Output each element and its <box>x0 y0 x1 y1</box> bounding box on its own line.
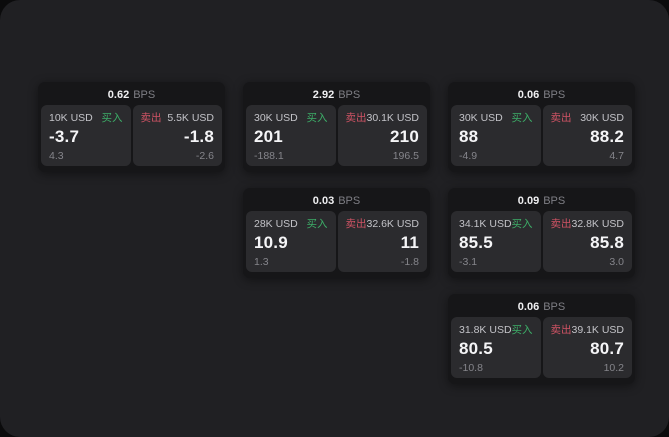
buy-quote-panel[interactable]: 30K USD 买入 201 -188.1 <box>246 105 336 166</box>
bps-unit-label: BPS <box>338 195 361 207</box>
bps-value: 0.03 <box>312 195 335 207</box>
sell-amount-label: 30K USD <box>580 112 624 124</box>
quote-card: 0.06 BPS 30K USD 买入 88 -4.9 卖出 30K USD 8… <box>448 82 635 172</box>
buy-amount-label: 30K USD <box>459 112 503 124</box>
buy-price-value: 10.9 <box>254 233 288 252</box>
sell-price-value: -1.8 <box>183 127 214 146</box>
quote-card: 0.62 BPS 10K USD 买入 -3.7 4.3 卖出 5.5K USD… <box>38 82 225 172</box>
quote-card: 0.03 BPS 28K USD 买入 10.9 1.3 卖出 32.6K US… <box>243 188 430 278</box>
buy-quote-panel[interactable]: 34.1K USD 买入 85.5 -3.1 <box>451 211 541 272</box>
buy-change-value: 4.3 <box>49 150 64 162</box>
card-header: 0.06 BPS <box>451 85 632 105</box>
sell-amount-label: 5.5K USD <box>167 112 214 124</box>
buy-change-value: -10.8 <box>459 362 483 374</box>
card-header: 2.92 BPS <box>246 85 427 105</box>
buy-price-value: 80.5 <box>459 339 493 358</box>
buy-price-value: 85.5 <box>459 233 493 252</box>
sell-change-value: -2.6 <box>195 150 214 162</box>
buy-tag: 买入 <box>306 112 328 124</box>
card-header: 0.06 BPS <box>451 297 632 317</box>
bps-value: 0.62 <box>107 89 130 101</box>
buy-price-value: 88 <box>459 127 479 146</box>
sell-change-value: 4.7 <box>609 150 624 162</box>
buy-price-value: 201 <box>254 127 283 146</box>
buy-amount-label: 34.1K USD <box>459 218 512 230</box>
bps-unit-label: BPS <box>543 195 566 207</box>
bps-value: 0.09 <box>517 195 540 207</box>
buy-amount-label: 10K USD <box>49 112 93 124</box>
buy-tag: 买入 <box>306 218 328 230</box>
sell-change-value: 10.2 <box>603 362 624 374</box>
sell-tag: 卖出 <box>345 112 367 124</box>
sell-tag: 卖出 <box>345 218 367 230</box>
sell-price-value: 210 <box>390 127 419 146</box>
buy-quote-panel[interactable]: 31.8K USD 买入 80.5 -10.8 <box>451 317 541 378</box>
sell-tag: 卖出 <box>140 112 162 124</box>
buy-change-value: 1.3 <box>254 256 269 268</box>
sell-quote-panel[interactable]: 卖出 30K USD 88.2 4.7 <box>542 105 632 166</box>
sell-tag: 卖出 <box>550 112 572 124</box>
sell-amount-label: 39.1K USD <box>571 324 625 336</box>
sell-quote-panel[interactable]: 卖出 32.6K USD 11 -1.8 <box>337 211 427 272</box>
bps-unit-label: BPS <box>133 89 156 101</box>
sell-amount-label: 32.8K USD <box>571 218 625 230</box>
buy-quote-panel[interactable]: 28K USD 买入 10.9 1.3 <box>246 211 336 272</box>
card-header: 0.62 BPS <box>41 85 222 105</box>
sell-change-value: 196.5 <box>392 150 419 162</box>
buy-amount-label: 30K USD <box>254 112 298 124</box>
buy-change-value: -188.1 <box>254 150 284 162</box>
sell-price-value: 11 <box>400 233 419 252</box>
buy-change-value: -4.9 <box>459 150 478 162</box>
buy-amount-label: 31.8K USD <box>459 324 512 336</box>
sell-price-value: 85.8 <box>590 233 624 252</box>
bps-unit-label: BPS <box>543 301 566 313</box>
bps-value: 0.06 <box>517 89 540 101</box>
buy-amount-label: 28K USD <box>254 218 298 230</box>
buy-change-value: -3.1 <box>459 256 478 268</box>
quote-card: 2.92 BPS 30K USD 买入 201 -188.1 卖出 30.1K … <box>243 82 430 172</box>
quote-card: 0.09 BPS 34.1K USD 买入 85.5 -3.1 卖出 32.8K… <box>448 188 635 278</box>
bps-unit-label: BPS <box>338 89 361 101</box>
bps-value: 0.06 <box>517 301 540 313</box>
card-header: 0.03 BPS <box>246 191 427 211</box>
buy-tag: 买入 <box>511 218 533 230</box>
sell-quote-panel[interactable]: 卖出 39.1K USD 80.7 10.2 <box>542 317 632 378</box>
sell-tag: 卖出 <box>550 324 572 336</box>
sell-quote-panel[interactable]: 卖出 5.5K USD -1.8 -2.6 <box>132 105 222 166</box>
buy-tag: 买入 <box>101 112 123 124</box>
sell-tag: 卖出 <box>550 218 572 230</box>
buy-quote-panel[interactable]: 30K USD 买入 88 -4.9 <box>451 105 541 166</box>
card-header: 0.09 BPS <box>451 191 632 211</box>
sell-price-value: 88.2 <box>590 127 624 146</box>
sell-amount-label: 30.1K USD <box>366 112 420 124</box>
sell-amount-label: 32.6K USD <box>366 218 420 230</box>
buy-price-value: -3.7 <box>49 127 80 146</box>
sell-quote-panel[interactable]: 卖出 32.8K USD 85.8 3.0 <box>542 211 632 272</box>
sell-change-value: -1.8 <box>400 256 419 268</box>
sell-quote-panel[interactable]: 卖出 30.1K USD 210 196.5 <box>337 105 427 166</box>
quote-card: 0.06 BPS 31.8K USD 买入 80.5 -10.8 卖出 39.1… <box>448 294 635 384</box>
buy-quote-panel[interactable]: 10K USD 买入 -3.7 4.3 <box>41 105 131 166</box>
bps-unit-label: BPS <box>543 89 566 101</box>
sell-change-value: 3.0 <box>609 256 624 268</box>
bps-value: 2.92 <box>312 89 335 101</box>
sell-price-value: 80.7 <box>590 339 624 358</box>
buy-tag: 买入 <box>511 112 533 124</box>
buy-tag: 买入 <box>511 324 533 336</box>
